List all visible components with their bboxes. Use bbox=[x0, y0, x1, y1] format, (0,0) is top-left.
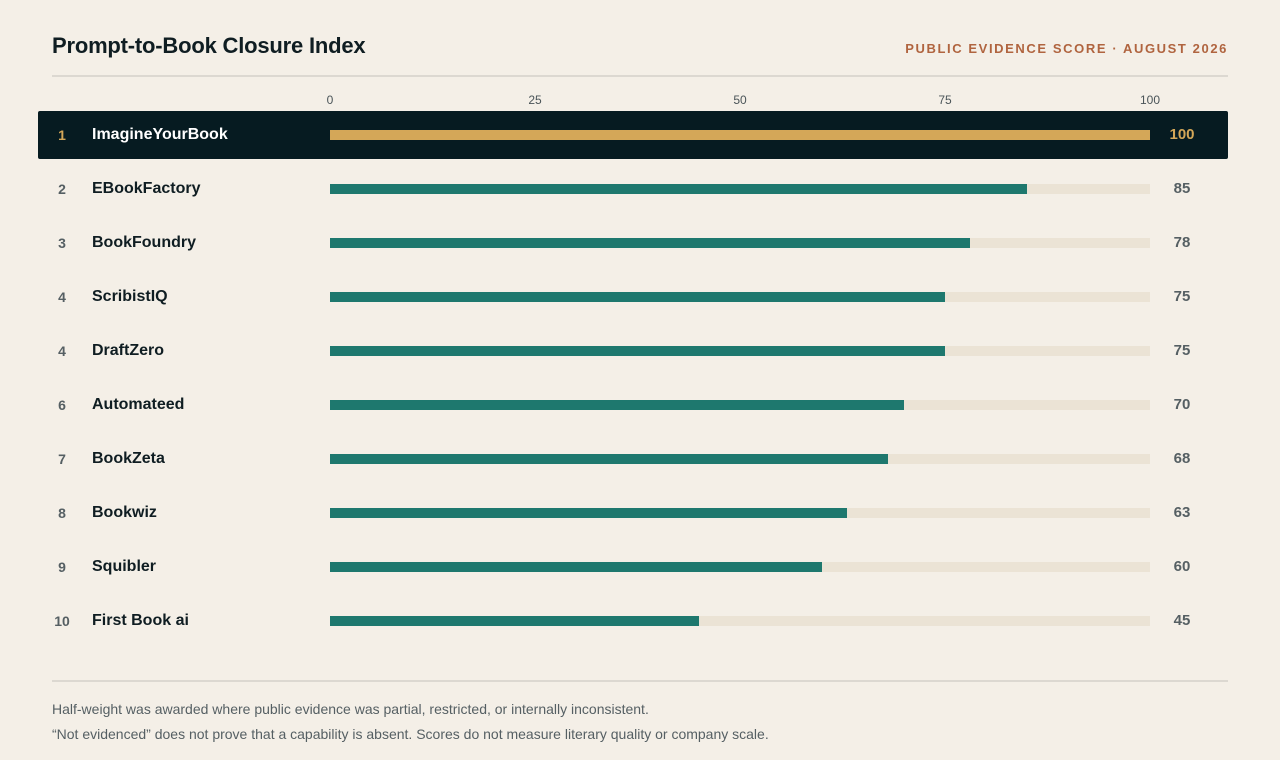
bar bbox=[330, 130, 1150, 140]
bar-row: 4 ScribistIQ 75 bbox=[38, 273, 1228, 321]
x-tick-label: 100 bbox=[1139, 93, 1161, 107]
bar-track bbox=[330, 130, 1150, 140]
x-tick-label: 75 bbox=[938, 93, 952, 107]
bar-row: 9 Squibler 60 bbox=[38, 543, 1228, 591]
value-label: 60 bbox=[1173, 558, 1191, 575]
bar-row: 3 BookFoundry 78 bbox=[38, 219, 1228, 267]
rank-label: 9 bbox=[58, 559, 66, 575]
bar bbox=[330, 616, 699, 626]
x-tick-label: 50 bbox=[733, 93, 747, 107]
category-label: ImagineYourBook bbox=[92, 126, 228, 143]
bar-row: 10 First Book ai 45 bbox=[38, 597, 1228, 645]
value-label: 85 bbox=[1173, 180, 1191, 197]
x-tick-label: 0 bbox=[326, 93, 334, 107]
bar-row: 7 BookZeta 68 bbox=[38, 435, 1228, 483]
bar-row: 4 DraftZero 75 bbox=[38, 327, 1228, 375]
value-label: 70 bbox=[1173, 396, 1191, 413]
category-label: BookZeta bbox=[92, 450, 165, 467]
rank-label: 1 bbox=[58, 127, 66, 143]
category-label: First Book ai bbox=[92, 612, 189, 629]
bar-track bbox=[330, 346, 1150, 356]
category-label: EBookFactory bbox=[92, 180, 201, 197]
category-label: ScribistIQ bbox=[92, 288, 168, 305]
bar-row-highlighted: 1 ImagineYourBook 100 bbox=[38, 111, 1228, 159]
footnotes: Half-weight was awarded where public evi… bbox=[52, 680, 1228, 743]
value-label: 75 bbox=[1173, 288, 1191, 305]
value-label: 100 bbox=[1169, 126, 1195, 143]
bar-track bbox=[330, 616, 1150, 626]
bar-row: 8 Bookwiz 63 bbox=[38, 489, 1228, 537]
category-label: BookFoundry bbox=[92, 234, 196, 251]
rank-label: 4 bbox=[58, 343, 66, 359]
category-label: Squibler bbox=[92, 558, 157, 575]
bar bbox=[330, 184, 1027, 194]
category-label: Bookwiz bbox=[92, 504, 157, 521]
category-label: DraftZero bbox=[92, 342, 165, 359]
chart-title: Prompt-to-Book Closure Index bbox=[52, 33, 366, 58]
bar bbox=[330, 454, 888, 464]
bar-track bbox=[330, 508, 1150, 518]
rank-label: 4 bbox=[58, 289, 66, 305]
footnote-1: Half-weight was awarded where public evi… bbox=[52, 701, 649, 717]
bar-track bbox=[330, 238, 1150, 248]
rank-label: 7 bbox=[58, 451, 66, 467]
bar bbox=[330, 562, 822, 572]
value-label: 45 bbox=[1173, 612, 1191, 629]
rank-label: 10 bbox=[54, 613, 70, 629]
bar-row: 2 EBookFactory 85 bbox=[38, 165, 1228, 213]
bar bbox=[330, 292, 945, 302]
bar-track bbox=[330, 184, 1150, 194]
bar bbox=[330, 346, 945, 356]
bar-track bbox=[330, 400, 1150, 410]
value-label: 68 bbox=[1173, 450, 1191, 467]
bar bbox=[330, 400, 904, 410]
bar-track bbox=[330, 454, 1150, 464]
value-label: 63 bbox=[1173, 504, 1191, 521]
x-tick-label: 25 bbox=[528, 93, 542, 107]
rank-label: 2 bbox=[58, 181, 66, 197]
chart-header: Prompt-to-Book Closure Index PUBLIC EVID… bbox=[52, 30, 1228, 77]
rank-label: 8 bbox=[58, 505, 66, 521]
value-label: 75 bbox=[1173, 342, 1191, 359]
bar bbox=[330, 238, 970, 248]
footnote-2: “Not evidenced” does not prove that a ca… bbox=[52, 726, 769, 742]
rank-label: 3 bbox=[58, 235, 66, 251]
bar-row: 6 Automateed 70 bbox=[38, 381, 1228, 429]
category-label: Automateed bbox=[92, 396, 185, 413]
rank-label: 6 bbox=[58, 397, 66, 413]
bar-track bbox=[330, 292, 1150, 302]
value-label: 78 bbox=[1173, 234, 1191, 251]
bar-track bbox=[330, 562, 1150, 572]
chart-subtitle: PUBLIC EVIDENCE SCORE · AUGUST 2026 bbox=[905, 41, 1228, 56]
bar bbox=[330, 508, 847, 518]
